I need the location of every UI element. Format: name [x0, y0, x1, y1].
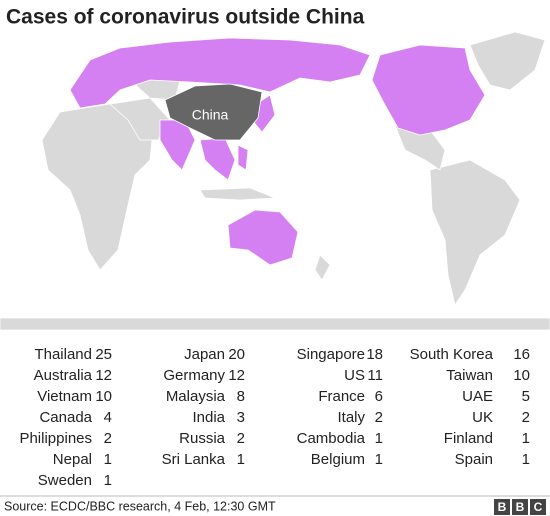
country: Cambodia	[297, 430, 366, 447]
logo-letter: C	[534, 500, 543, 514]
cases: 25	[95, 346, 112, 363]
cases: 20	[228, 346, 245, 363]
cases: 2	[375, 409, 383, 426]
philippines	[237, 144, 249, 171]
china	[164, 83, 263, 141]
cases: 10	[513, 367, 530, 384]
source: Source: ECDC/BBC research, 4 Feb, 12:30 …	[4, 499, 276, 513]
antarctica	[0, 317, 550, 331]
country: UK	[472, 409, 493, 426]
country: India	[192, 409, 225, 426]
logo-letter: B	[516, 500, 525, 514]
cases: 1	[104, 472, 112, 489]
country: Taiwan	[446, 367, 493, 384]
country: Finland	[444, 430, 493, 447]
logo-box	[512, 499, 528, 515]
logo-box	[530, 499, 546, 515]
cases: 8	[237, 388, 245, 405]
logo-box	[494, 499, 510, 515]
country: Sri Lanka	[162, 451, 226, 468]
country: Spain	[455, 451, 493, 468]
australia	[227, 209, 299, 266]
cases: 2	[237, 430, 245, 447]
cases: 1	[522, 430, 530, 447]
country: Thailand	[34, 346, 92, 363]
title: Cases of coronavirus outside China	[6, 6, 365, 29]
country: Malaysia	[166, 388, 226, 405]
new-zealand	[314, 254, 331, 281]
country: Italy	[337, 409, 365, 426]
cases: 16	[513, 346, 530, 363]
country: Philippines	[19, 430, 92, 447]
greenland	[469, 31, 546, 91]
cases: 18	[366, 346, 383, 363]
country: South Korea	[410, 346, 494, 363]
cases: 1	[375, 430, 383, 447]
country: Sweden	[38, 472, 92, 489]
cases: 6	[375, 388, 383, 405]
country: Germany	[163, 367, 225, 384]
cases: 5	[522, 388, 530, 405]
indonesia	[199, 187, 276, 201]
southeast-asia	[199, 137, 236, 181]
country: Canada	[39, 409, 92, 426]
cases: 12	[95, 367, 112, 384]
country: UAE	[462, 388, 493, 405]
north-america	[371, 44, 486, 136]
cases: 1	[522, 451, 530, 468]
logo-letter: B	[498, 500, 507, 514]
cases: 12	[228, 367, 245, 384]
country: France	[318, 388, 365, 405]
country: Russia	[179, 430, 226, 447]
cases: 1	[237, 451, 245, 468]
country: Japan	[184, 346, 225, 363]
south-america	[429, 159, 521, 306]
country: US	[344, 367, 365, 384]
country: Vietnam	[37, 388, 92, 405]
country: Nepal	[53, 451, 92, 468]
cases: 4	[104, 409, 112, 426]
map: China	[0, 31, 550, 331]
cases: 3	[237, 409, 245, 426]
map-label: China	[192, 107, 229, 123]
country: Belgium	[311, 451, 365, 468]
cases: 11	[367, 367, 383, 384]
europe-russia	[69, 37, 371, 109]
cases: 2	[522, 409, 530, 426]
cases: 10	[95, 388, 112, 405]
cases: 1	[104, 451, 112, 468]
country: Singapore	[297, 346, 365, 363]
country: Australia	[34, 367, 93, 384]
cases: 2	[104, 430, 112, 447]
cases: 1	[375, 451, 383, 468]
